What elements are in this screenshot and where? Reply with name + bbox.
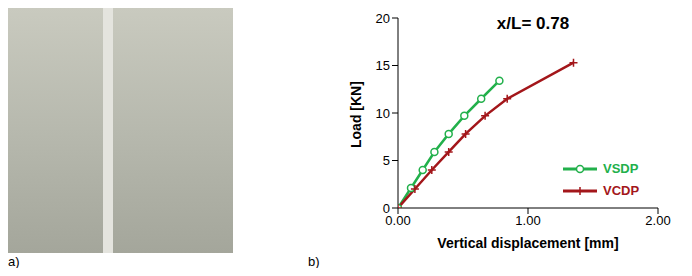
svg-text:0.00: 0.00 (385, 213, 411, 229)
svg-text:Vertical displacement [mm]: Vertical displacement [mm] (437, 235, 618, 251)
html-text:b): b) (308, 254, 320, 269)
svg-text:0: 0 (383, 201, 390, 216)
svg-text:20: 20 (376, 11, 390, 26)
svg-text:5: 5 (383, 153, 390, 168)
svg-text:Load [KN]: Load [KN] (348, 81, 364, 148)
html-text:x/L= 0.78: x/L= 0.78 (496, 14, 570, 33)
svg-text:10: 10 (376, 106, 390, 121)
svg-text:1.00: 1.00 (515, 213, 540, 228)
html-text:VCDP: VCDP (603, 183, 640, 198)
svg-text:15: 15 (376, 58, 390, 73)
html-text:VSDP: VSDP (603, 161, 639, 176)
svg-text:2.00: 2.00 (645, 213, 670, 228)
html-text:a): a) (8, 254, 20, 269)
